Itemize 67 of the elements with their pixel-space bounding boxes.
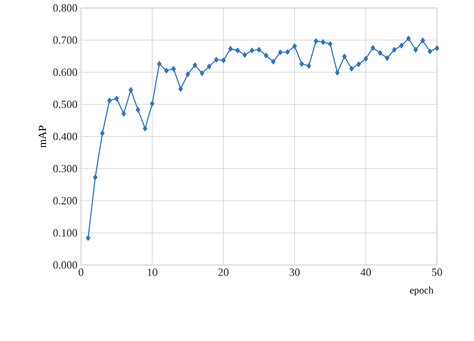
point: [420, 38, 425, 44]
point: [200, 70, 204, 76]
point: [171, 66, 176, 72]
point: [314, 38, 318, 44]
point: [128, 87, 134, 93]
point: [271, 58, 276, 64]
y-axis-title: mAP: [38, 126, 46, 148]
y-tick-label: 0.100: [53, 229, 78, 237]
x-axis-title: epoch: [410, 286, 434, 296]
point: [107, 98, 112, 104]
point: [392, 47, 396, 53]
point: [221, 58, 226, 64]
y-tick-label: 0.700: [53, 36, 78, 44]
point: [192, 62, 198, 68]
point: [364, 56, 368, 62]
point: [292, 43, 297, 49]
point: [242, 52, 247, 58]
x-tick-label: 20: [218, 268, 228, 276]
point: [100, 130, 105, 136]
y-tick-label: 0.300: [53, 164, 78, 172]
point: [164, 68, 169, 74]
point: [256, 47, 262, 53]
point: [178, 86, 183, 92]
point: [93, 174, 98, 180]
point: [384, 55, 390, 61]
point: [86, 235, 90, 241]
point: [250, 48, 254, 54]
point: [406, 36, 411, 42]
x-tick-label: 50: [432, 268, 442, 276]
point: [114, 96, 119, 102]
point: [206, 64, 212, 70]
point: [428, 48, 432, 54]
point: [434, 45, 440, 51]
x-tick-label: 40: [360, 268, 371, 276]
point: [413, 47, 418, 53]
point: [278, 50, 283, 56]
point: [142, 126, 148, 132]
point: [150, 100, 154, 106]
point: [356, 61, 361, 67]
y-tick-label: 0.800: [53, 4, 78, 12]
y-tick-label: 0.000: [53, 261, 78, 269]
y-tick-label: 0.500: [53, 100, 78, 108]
y-tick-label: 0.600: [53, 68, 78, 76]
point: [235, 48, 240, 54]
point: [370, 45, 376, 51]
point: [328, 41, 332, 47]
y-tick-label: 0.200: [53, 197, 78, 204]
point: [349, 66, 354, 72]
point: [186, 71, 190, 77]
point: [399, 42, 404, 48]
point: [342, 54, 347, 60]
point: [335, 70, 340, 76]
y-tick-label: 0.400: [53, 132, 78, 140]
x-tick-label: 0: [78, 268, 84, 276]
x-tick-label: 10: [148, 268, 158, 276]
point: [378, 50, 382, 56]
point: [122, 110, 126, 116]
point: [136, 107, 140, 113]
point: [300, 61, 304, 67]
point: [157, 61, 162, 67]
point: [285, 49, 290, 55]
point: [214, 56, 218, 62]
point: [228, 46, 233, 52]
x-tick-label: 30: [290, 268, 300, 276]
point: [306, 63, 312, 69]
point: [264, 52, 268, 58]
point: [320, 39, 326, 45]
